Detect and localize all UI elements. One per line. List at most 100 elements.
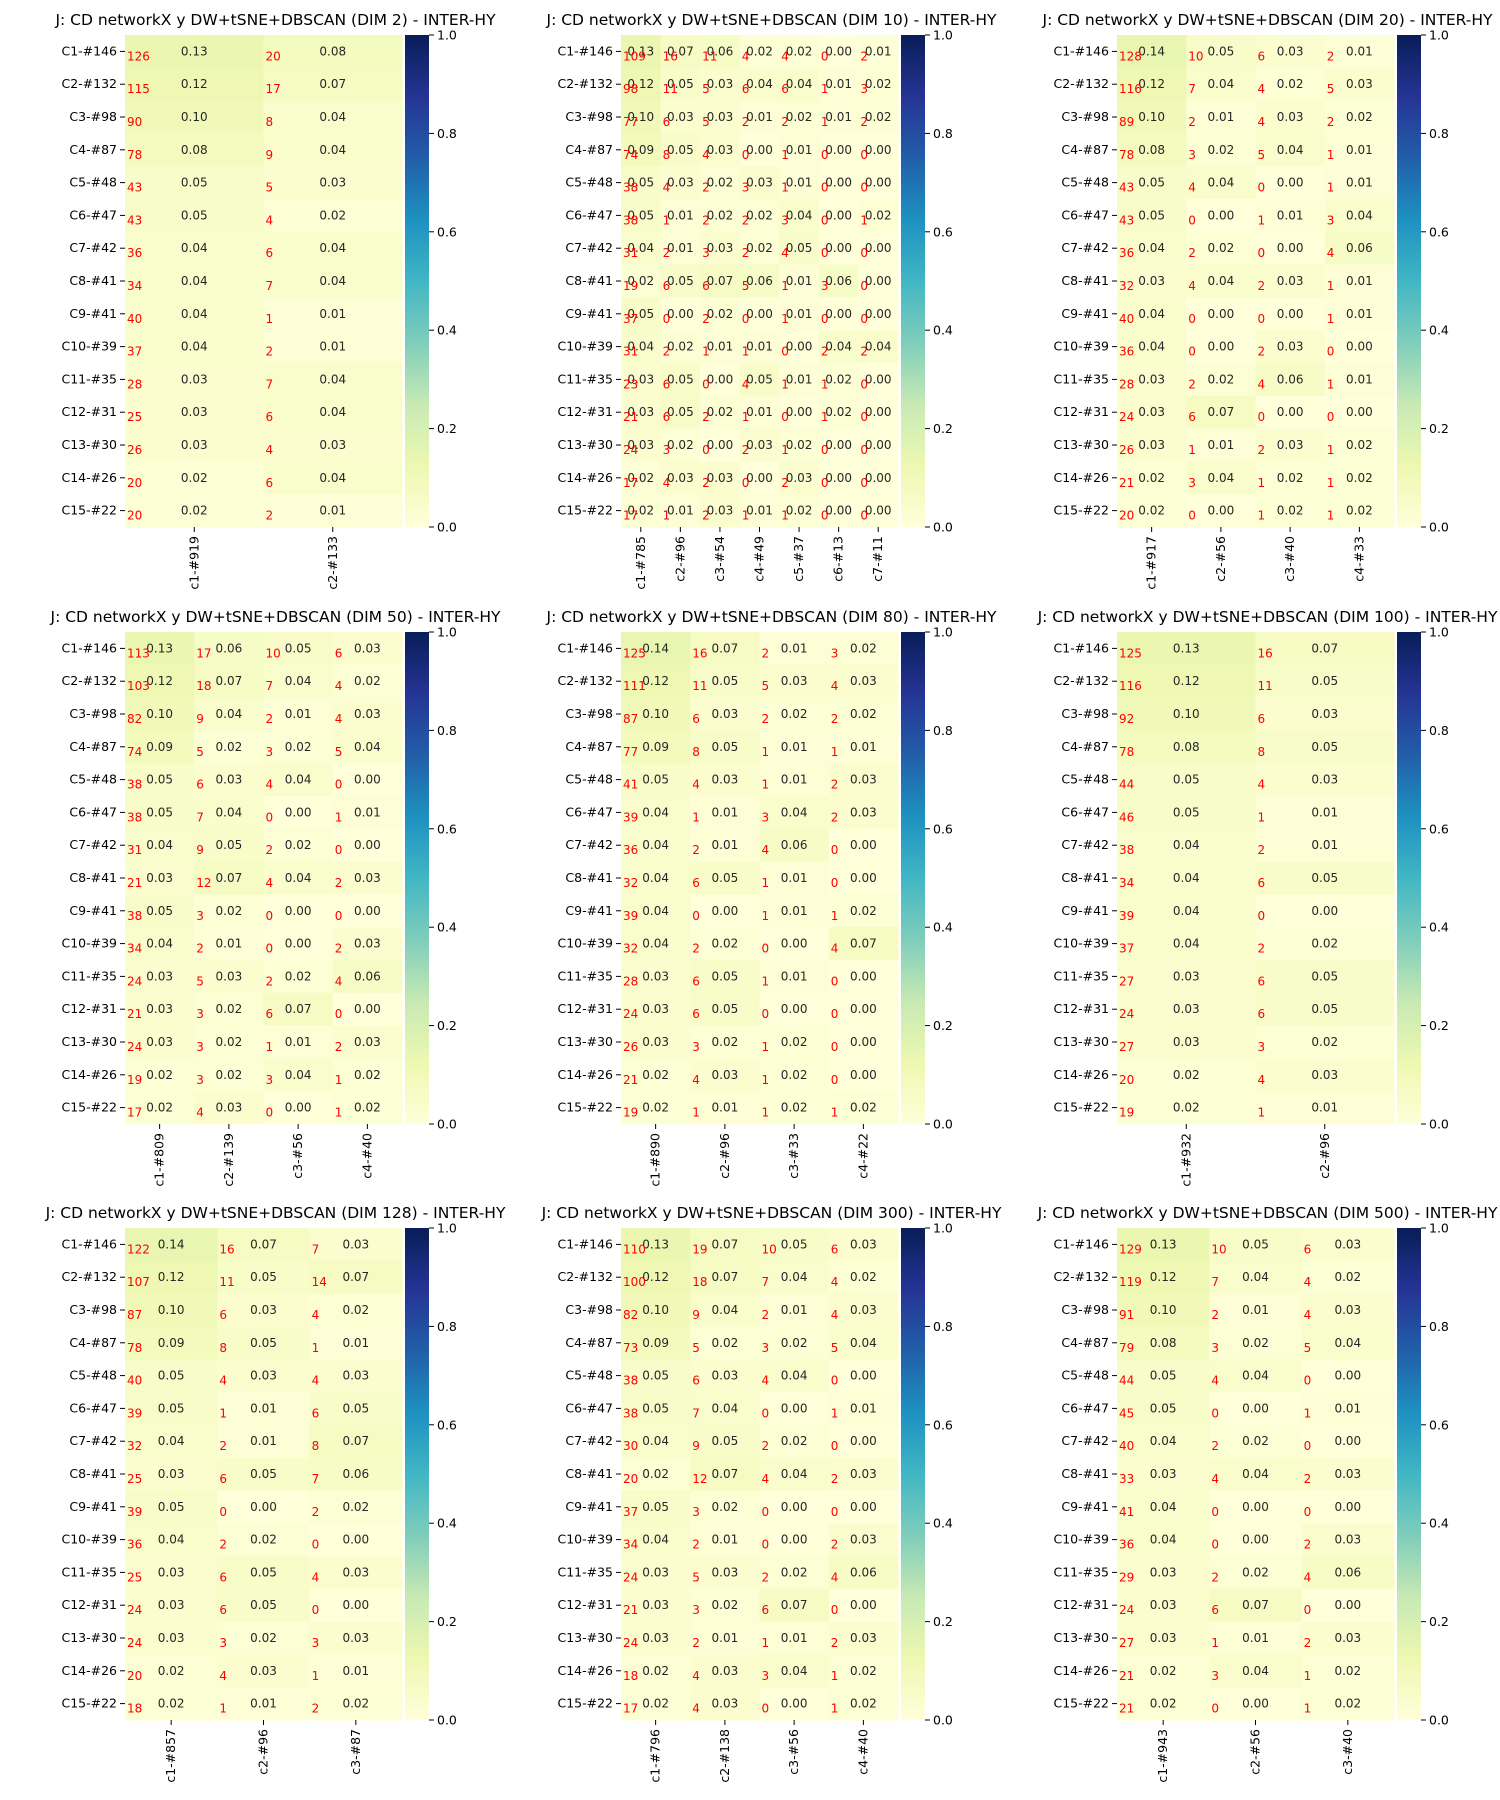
row-tick-label: C14-#26 [61, 470, 117, 485]
row-tick-label: C8-#41 [1061, 1466, 1109, 1481]
cell-value-label: 0.04 [354, 740, 381, 754]
cell-count-label: 1 [219, 1702, 227, 1716]
heatmap-cell [621, 133, 662, 167]
cell-value-label: 0.01 [746, 110, 773, 124]
heatmap-cell [1117, 1621, 1210, 1655]
heatmap-cell [621, 231, 662, 266]
cell-value-label: 0.00 [865, 504, 892, 518]
heatmap-cell [194, 1091, 264, 1125]
heatmap-cell [1117, 894, 1256, 928]
heatmap-cell [690, 664, 760, 699]
cell-count-label: 5 [692, 1341, 700, 1355]
heatmap-panel: J: CD networkX y DW+tSNE+DBSCAN (DIM 10)… [546, 11, 998, 590]
cell-count-label: 34 [127, 942, 142, 956]
cell-count-label: 1 [821, 410, 829, 424]
cell-count-label: 4 [762, 843, 770, 857]
cell-value-label: 0.04 [642, 1434, 669, 1448]
cell-value-label: 0.07 [781, 1598, 808, 1612]
cell-value-label: 0.12 [1150, 1270, 1177, 1284]
heatmap-cell [1255, 730, 1395, 764]
heatmap-cell [690, 730, 760, 764]
colorbar [901, 1228, 925, 1720]
cell-count-label: 2 [762, 712, 770, 726]
heatmap-cell [194, 730, 264, 764]
colorbar-tick-label: 0.0 [437, 1117, 457, 1132]
cell-value-label: 0.02 [285, 838, 312, 852]
cell-value-label: 0.01 [1346, 307, 1373, 321]
cell-count-label: 16 [663, 49, 678, 63]
cell-value-label: 0.00 [712, 904, 739, 918]
heatmap-cell [125, 133, 264, 167]
heatmap-cell [621, 1621, 691, 1655]
cell-value-label: 0.01 [319, 504, 346, 518]
heatmap-cell [1255, 100, 1326, 134]
cell-count-label: 32 [127, 1439, 142, 1453]
heatmap-cell [1117, 1228, 1210, 1262]
cell-count-label: 7 [692, 1406, 700, 1420]
heatmap-cell [621, 1025, 691, 1059]
cell-count-label: 1 [762, 909, 770, 923]
cell-count-label: 0 [692, 909, 700, 923]
cell-value-label: 0.00 [1277, 405, 1304, 419]
cell-value-label: 0.05 [181, 176, 208, 190]
cell-count-label: 103 [127, 679, 150, 693]
cell-count-label: 2 [831, 778, 839, 792]
cell-value-label: 0.00 [1311, 904, 1338, 918]
heatmap-cell [779, 231, 820, 266]
colorbar-tick-label: 0.4 [933, 1516, 953, 1531]
heatmap-cell [125, 100, 264, 134]
colorbar-tick-label: 0.8 [1429, 126, 1449, 141]
cell-value-label: 0.05 [250, 1336, 277, 1350]
cell-count-label: 4 [762, 1472, 770, 1486]
heatmap-cell [621, 1588, 691, 1623]
cell-count-label: 0 [860, 377, 868, 391]
cell-value-label: 0.02 [216, 1002, 243, 1016]
heatmap-cell [1209, 1326, 1303, 1360]
chart-title: J: CD networkX y DW+tSNE+DBSCAN (DIM 128… [45, 1204, 506, 1222]
cell-count-label: 128 [1119, 49, 1142, 63]
cell-count-label: 116 [1119, 82, 1142, 96]
heatmap-cell [621, 67, 662, 102]
cell-count-label: 1 [742, 509, 750, 523]
heatmap-cell [1117, 166, 1187, 200]
cell-count-label: 17 [266, 82, 281, 96]
cell-count-label: 43 [127, 181, 142, 195]
heatmap-cell [1255, 494, 1326, 528]
heatmap-cell [690, 796, 760, 830]
row-tick-label: C5-#48 [1061, 175, 1109, 190]
heatmap-cell [1117, 992, 1256, 1027]
cell-count-label: 3 [762, 1669, 770, 1683]
heatmap-cell [621, 1058, 691, 1092]
cell-value-label: 0.02 [712, 1035, 739, 1049]
heatmap-cell [660, 428, 701, 462]
cell-count-label: 79 [1119, 1341, 1134, 1355]
cell-count-label: 24 [127, 974, 142, 988]
heatmap-cell [125, 992, 195, 1027]
cell-count-label: 0 [742, 476, 750, 490]
colorbar-tick-label: 0.4 [437, 920, 457, 935]
heatmap-cell [739, 199, 780, 233]
cell-value-label: 0.08 [319, 44, 346, 58]
row-tick-label: C3-#98 [565, 109, 613, 124]
cell-value-label: 0.00 [850, 1500, 877, 1514]
heatmap-cell [739, 395, 780, 430]
heatmap-cell [1209, 1392, 1303, 1426]
heatmap-cell [1209, 1260, 1303, 1295]
cell-count-label: 0 [742, 148, 750, 162]
cell-count-label: 0 [663, 312, 671, 326]
heatmap-cell [818, 363, 859, 397]
cell-value-label: 0.00 [1208, 504, 1235, 518]
heatmap-cell [1301, 1228, 1395, 1262]
cell-value-label: 0.03 [158, 1467, 185, 1481]
heatmap-cell [194, 664, 264, 699]
cell-value-label: 0.05 [1242, 1237, 1269, 1251]
cell-value-label: 0.03 [181, 438, 208, 452]
heatmap-cell [1324, 166, 1395, 200]
column-tick-label: c4-#33 [1351, 536, 1366, 582]
heatmap-cell [759, 960, 830, 994]
cell-count-label: 3 [831, 646, 839, 660]
colorbar-tick-label: 0.6 [933, 821, 953, 836]
cell-count-label: 20 [127, 1669, 142, 1683]
heatmap-cell [779, 428, 820, 462]
heatmap-cell [194, 763, 264, 797]
